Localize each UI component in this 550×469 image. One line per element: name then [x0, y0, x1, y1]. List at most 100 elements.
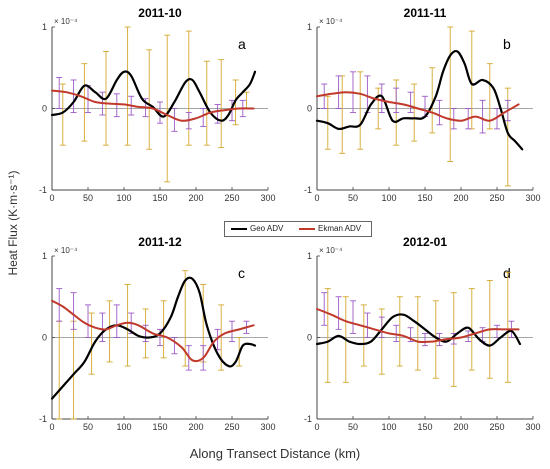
geo-adv-line [315, 313, 522, 347]
x-tick-label: 200 [188, 422, 203, 432]
legend-swatch-ekman [299, 227, 315, 230]
ekman-errorbar [393, 324, 400, 343]
x-tick-label: 0 [49, 193, 54, 203]
geo-adv-line [315, 49, 524, 151]
ekman-adv-line [51, 299, 255, 363]
geo-errorbar [81, 63, 88, 142]
panel-title: 2012-01 [403, 235, 447, 249]
x-tick-label: 150 [152, 422, 167, 432]
ekman-errorbar [321, 83, 328, 109]
ekman-errorbar [70, 79, 77, 114]
x-tick-label: 200 [453, 422, 468, 432]
y-tick-label: 1 [42, 22, 47, 32]
geo-errorbar [447, 26, 454, 162]
ekman-errorbar [142, 324, 149, 343]
ekman-errorbar [200, 108, 207, 127]
x-tick-label: 100 [116, 193, 131, 203]
geo-errorbar [124, 284, 131, 367]
ekman-errorbar [321, 292, 328, 326]
x-tick-label: 0 [314, 422, 319, 432]
y-tick-label: 1 [307, 22, 312, 32]
ekman-errorbar [171, 108, 178, 132]
ekman-errorbar [450, 108, 457, 130]
y-tick-label: 0 [307, 333, 312, 343]
panel-letter: a [238, 36, 246, 52]
geo-errorbar [56, 320, 63, 420]
x-tick-label: 0 [314, 193, 319, 203]
panel-letter: b [503, 36, 511, 52]
ekman-errorbar [56, 77, 63, 109]
geo-errorbar [411, 83, 418, 142]
geo-errorbar [357, 71, 364, 150]
geo-errorbar [396, 296, 403, 367]
ekman-errorbar [378, 83, 385, 114]
exponent-label: × 10⁻⁴ [319, 17, 343, 26]
x-tick-label: 100 [381, 422, 396, 432]
ekman-errorbar [171, 337, 178, 355]
x-tick-label: 150 [417, 422, 432, 432]
ekman-errorbar [364, 312, 371, 338]
exponent-label: × 10⁻⁴ [54, 17, 78, 26]
y-tick-label: 1 [42, 251, 47, 261]
ekman-errorbar [70, 292, 77, 330]
x-tick-label: 150 [417, 193, 432, 203]
geo-adv-line [50, 276, 257, 400]
y-tick-label: -1 [39, 414, 47, 424]
ekman-errorbar [494, 108, 500, 130]
y-tick-label: -1 [304, 185, 312, 195]
y-axis-title: Heat Flux (K·m·s⁻¹) [6, 170, 20, 276]
ekman-errorbar [350, 300, 356, 334]
geo-errorbar [218, 59, 225, 149]
ekman-errorbar [99, 312, 106, 343]
geo-errorbar [360, 304, 367, 367]
x-tick-label: 300 [525, 422, 540, 432]
ekman-errorbar [335, 296, 342, 330]
geo-errorbar [339, 75, 346, 154]
geo-adv-line [50, 70, 257, 122]
y-tick-label: -1 [39, 185, 47, 195]
panel-letter: c [238, 265, 245, 281]
x-tick-label: 150 [152, 193, 167, 203]
legend-entry-ekman: Ekman ADV [299, 223, 361, 235]
x-tick-label: 100 [381, 193, 396, 203]
x-tick-label: 300 [260, 422, 275, 432]
ekman-errorbar [407, 91, 414, 114]
ekman-errorbar [229, 99, 235, 122]
x-tick-label: 50 [348, 193, 358, 203]
x-tick-label: 250 [224, 422, 239, 432]
x-tick-label: 100 [116, 422, 131, 432]
x-tick-label: 300 [525, 193, 540, 203]
x-tick-label: 250 [224, 193, 239, 203]
y-tick-label: 0 [42, 104, 47, 114]
geo-errorbar [124, 26, 131, 146]
geo-errorbar [414, 296, 421, 371]
ekman-errorbar [85, 304, 91, 338]
ekman-errorbar [393, 87, 400, 114]
y-tick-label: 1 [307, 251, 312, 261]
panel-title: 2011-10 [138, 6, 182, 20]
geo-errorbar [324, 288, 331, 383]
ekman-errorbar [479, 99, 486, 134]
x-tick-label: 200 [188, 193, 203, 203]
legend-entry-geo: Geo ADV [231, 223, 283, 235]
geo-errorbar [164, 34, 171, 183]
y-tick-label: 0 [307, 104, 312, 114]
geo-errorbar [375, 87, 382, 130]
x-axis-title: Along Transect Distance (km) [189, 446, 361, 461]
ekman-errorbar [378, 316, 385, 338]
ekman-errorbar [113, 93, 120, 118]
x-tick-label: 0 [49, 422, 54, 432]
geo-errorbar [88, 312, 95, 375]
exponent-label: × 10⁻⁴ [319, 246, 343, 255]
ekman-errorbar [436, 99, 443, 126]
x-tick-label: 200 [453, 193, 468, 203]
geo-errorbar [146, 49, 153, 150]
legend: Geo ADV Ekman ADV [224, 221, 372, 237]
x-tick-label: 50 [83, 193, 93, 203]
ekman-adv-line [316, 308, 520, 344]
ekman-errorbar [422, 332, 428, 347]
